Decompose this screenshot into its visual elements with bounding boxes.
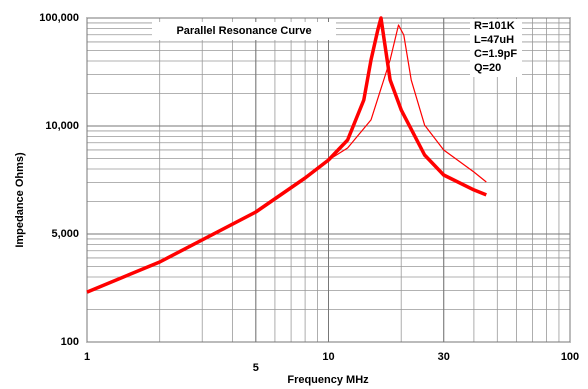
y-tick-label: 100 (61, 336, 79, 348)
annotation: L=47uH (474, 34, 514, 46)
y-tick-label: 5,000 (51, 228, 79, 240)
x-tick-label: 10 (322, 351, 334, 363)
params-box (470, 19, 522, 77)
annotation: R=101K (474, 20, 515, 32)
x-tick-label: 30 (438, 351, 450, 363)
series-line (86, 24, 487, 293)
y-tick-label: 100,000 (39, 12, 79, 24)
x-axis-label: Frequency MHz (287, 374, 369, 386)
x-tick-label: 1 (84, 351, 90, 363)
chart-title: Parallel Resonance Curve (176, 25, 311, 37)
y-axis-label: Impedance Ohms) (14, 152, 26, 248)
x-tick-label: 5 (253, 362, 259, 374)
title-box (152, 22, 336, 40)
annotation: Q=20 (474, 62, 501, 74)
x-tick-label: 100 (561, 351, 579, 363)
y-tick-label: 10,000 (45, 120, 79, 132)
annotation: C=1.9pF (474, 48, 517, 60)
